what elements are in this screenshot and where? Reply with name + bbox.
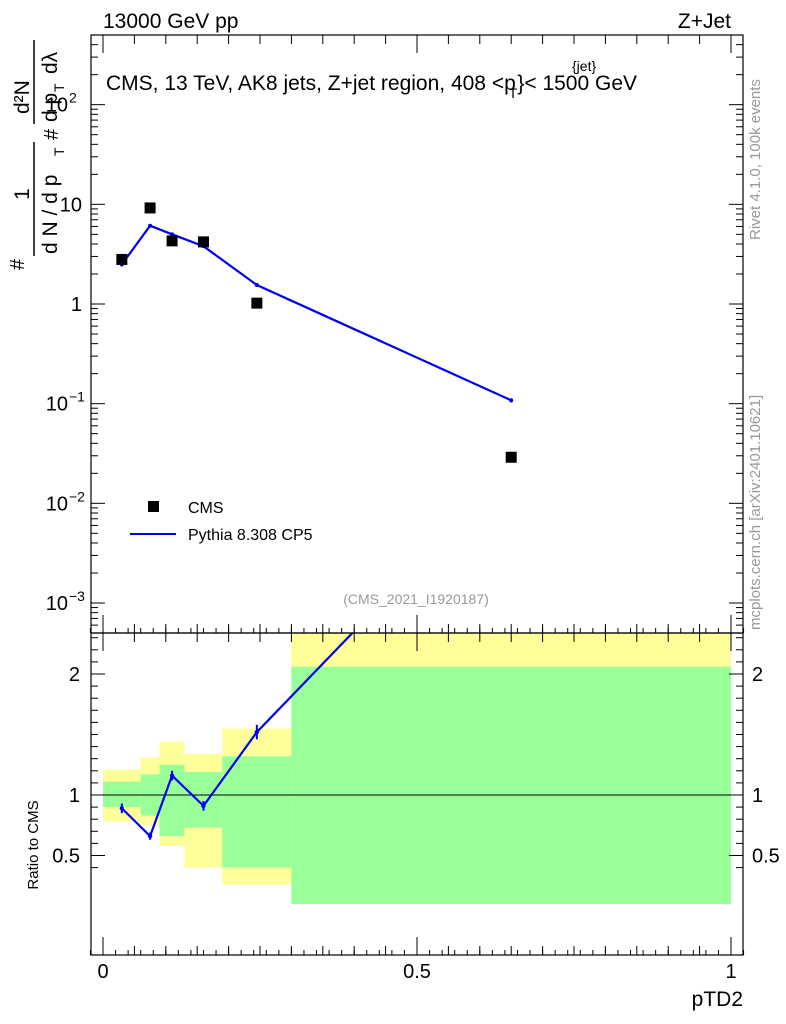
ratio-mc-line (121, 633, 354, 839)
process-label: Z+Jet (678, 10, 731, 33)
y-title-dlambda: dλ (39, 51, 62, 74)
data-point-0 (116, 253, 128, 265)
y-title-hash1: # (7, 258, 29, 270)
main-data-series (116, 202, 517, 463)
ratio-mc-point-1 (147, 833, 153, 839)
main-y-tick-label-exp: 2 (69, 90, 77, 106)
main-mc-point-5 (509, 398, 514, 403)
ratio-y-tick-label-right: 2 (752, 664, 763, 686)
y-title-d2n: d²N (11, 80, 34, 114)
energy-label: 13000 GeV pp (103, 10, 238, 33)
ratio-mc-point-3 (201, 803, 206, 809)
legend-data-label: CMS (188, 500, 224, 517)
x-axis-title: pTD2 (692, 988, 743, 1011)
main-y-tick-label: 10 (46, 493, 68, 515)
ratio-mc-point-4 (254, 729, 260, 735)
main-y-tick-label-exp: −3 (69, 588, 85, 604)
ratio-y-tick-label: 2 (69, 664, 80, 686)
ratio-mc-point-2 (169, 773, 175, 778)
ratio-band-inner-4 (222, 756, 292, 868)
main-mc-series (119, 223, 514, 403)
legend-mc-label: Pythia 8.308 CP5 (188, 527, 313, 544)
ratio-y-axis-title: Ratio to CMS (25, 800, 42, 889)
y-title-dpt: d p (39, 93, 62, 122)
data-point-2 (166, 235, 178, 247)
main-y-tick-label: 10 (46, 95, 68, 117)
ratio-y-tick-label-right: 0.5 (752, 846, 780, 868)
main-mc-point-1 (148, 223, 153, 228)
ratio-mc-point-0 (119, 806, 125, 811)
axis-ticks (89, 34, 745, 955)
main-mc-point-2 (170, 232, 175, 237)
y-title-one: 1 (11, 188, 34, 200)
main-y-tick-label: 10 (46, 394, 68, 416)
analysis-id: (CMS_2021_I1920187) (343, 591, 489, 607)
data-point-3 (197, 236, 209, 248)
y-title-dpt-sub: T (51, 83, 67, 92)
ratio-y-tick-label-right: 1 (752, 785, 763, 807)
main-y-tick-label-exp: −2 (69, 488, 85, 504)
y-title-dn-dpt: d N / d p (39, 175, 62, 254)
region-title: CMS, 13 TeV, AK8 jets, Z+jet region, 408… (106, 72, 637, 101)
x-tick-label: 0 (97, 961, 108, 983)
legend-data-marker (148, 501, 159, 512)
region-title-tail: }< 1500 GeV (517, 72, 637, 95)
main-mc-line (120, 224, 512, 402)
ratio-band-inner-5 (291, 666, 731, 904)
region-title-sup: {jet} (572, 58, 596, 74)
main-mc-point-4 (254, 283, 259, 288)
y-title-dn-dpt-sub: T (51, 147, 67, 156)
ratio-uncertainty-bands (103, 633, 731, 904)
rivet-label: Rivet 4.1.0, 100k events (747, 79, 764, 240)
region-title-sub: T (509, 85, 518, 101)
ratio-y-tick-label: 1 (69, 785, 80, 807)
data-point-4 (251, 297, 263, 309)
mcplots-label: mcplots.cern.ch [arXiv:2401.10621] (747, 395, 764, 630)
ratio-mc-point-5 (509, 466, 513, 470)
y-title-hash2: # (41, 128, 63, 140)
ratio-y-tick-label: 0.5 (52, 846, 80, 868)
ratio-band-inner-3 (184, 772, 223, 828)
ratio-band-inner-0 (103, 781, 141, 808)
ratio-mc-series (119, 466, 513, 840)
data-point-5 (505, 451, 517, 463)
main-y-tick-label: 10 (46, 593, 68, 615)
x-tick-label: 0.5 (403, 961, 431, 983)
main-y-tick-label-exp: −1 (69, 389, 85, 405)
region-title-main: CMS, 13 TeV, AK8 jets, Z+jet region, 408… (106, 72, 516, 95)
data-point-1 (144, 202, 156, 214)
main-y-axis-title: # 1 d N / d p T # d p T d²N dλ (7, 40, 67, 270)
x-tick-label: 1 (725, 961, 736, 983)
main-y-tick-label: 1 (71, 294, 82, 316)
main-y-tick-label: 10 (60, 194, 82, 216)
